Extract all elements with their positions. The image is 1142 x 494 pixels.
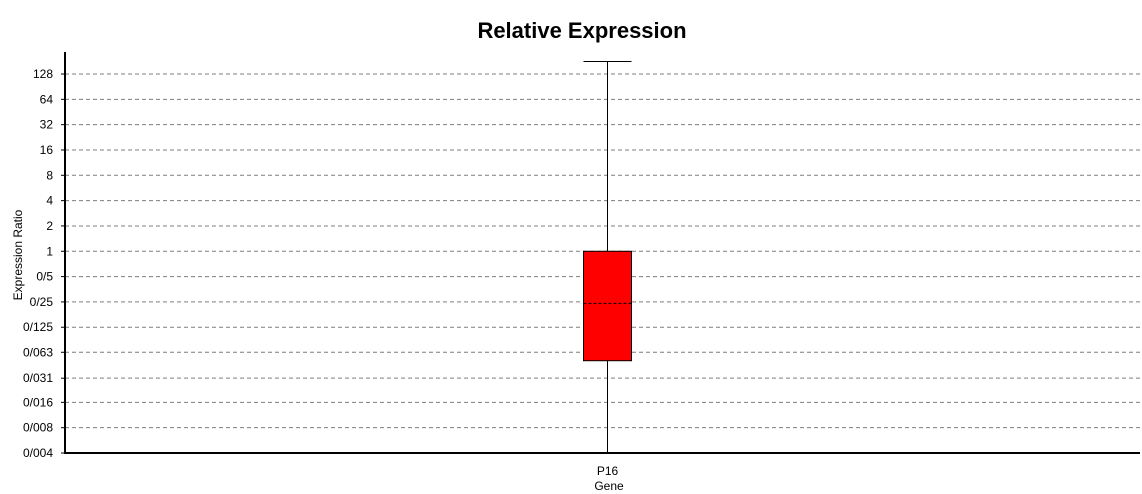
y-tick-label-4: 8 <box>46 168 53 182</box>
box-plots <box>583 61 632 453</box>
y-tick-label-10: 0/125 <box>23 320 53 334</box>
y-tick-label-8: 0/5 <box>36 270 53 284</box>
y-tick-label-6: 2 <box>46 219 53 233</box>
y-axis-ticks: 128 64 32 16 8 4 2 1 0/5 0/25 0/125 0/063 0/031 0/016… <box>23 67 65 460</box>
y-tick-label-3: 16 <box>40 143 54 157</box>
y-tick-label-13: 0/016 <box>23 395 53 409</box>
x-axis-ticks: P16 <box>597 464 619 478</box>
y-tick-label-15: 0/004 <box>23 446 53 460</box>
box-P16 <box>583 250 632 362</box>
x-tick-label-P16: P16 <box>597 464 619 478</box>
x-axis-label: Gene <box>594 479 624 493</box>
y-tick-label-1: 64 <box>40 92 54 106</box>
y-tick-label-7: 1 <box>46 244 53 258</box>
chart-title: Relative Expression <box>477 18 686 43</box>
y-axis-label: Expression Ratio <box>11 209 25 300</box>
y-tick-label-12: 0/031 <box>23 371 53 385</box>
y-tick-label-5: 4 <box>46 194 53 208</box>
y-tick-label-14: 0/008 <box>23 421 53 435</box>
y-tick-label-0: 128 <box>33 67 53 81</box>
y-tick-label-2: 32 <box>40 118 54 132</box>
y-tick-label-11: 0/063 <box>23 345 53 359</box>
y-tick-label-9: 0/25 <box>30 295 54 309</box>
